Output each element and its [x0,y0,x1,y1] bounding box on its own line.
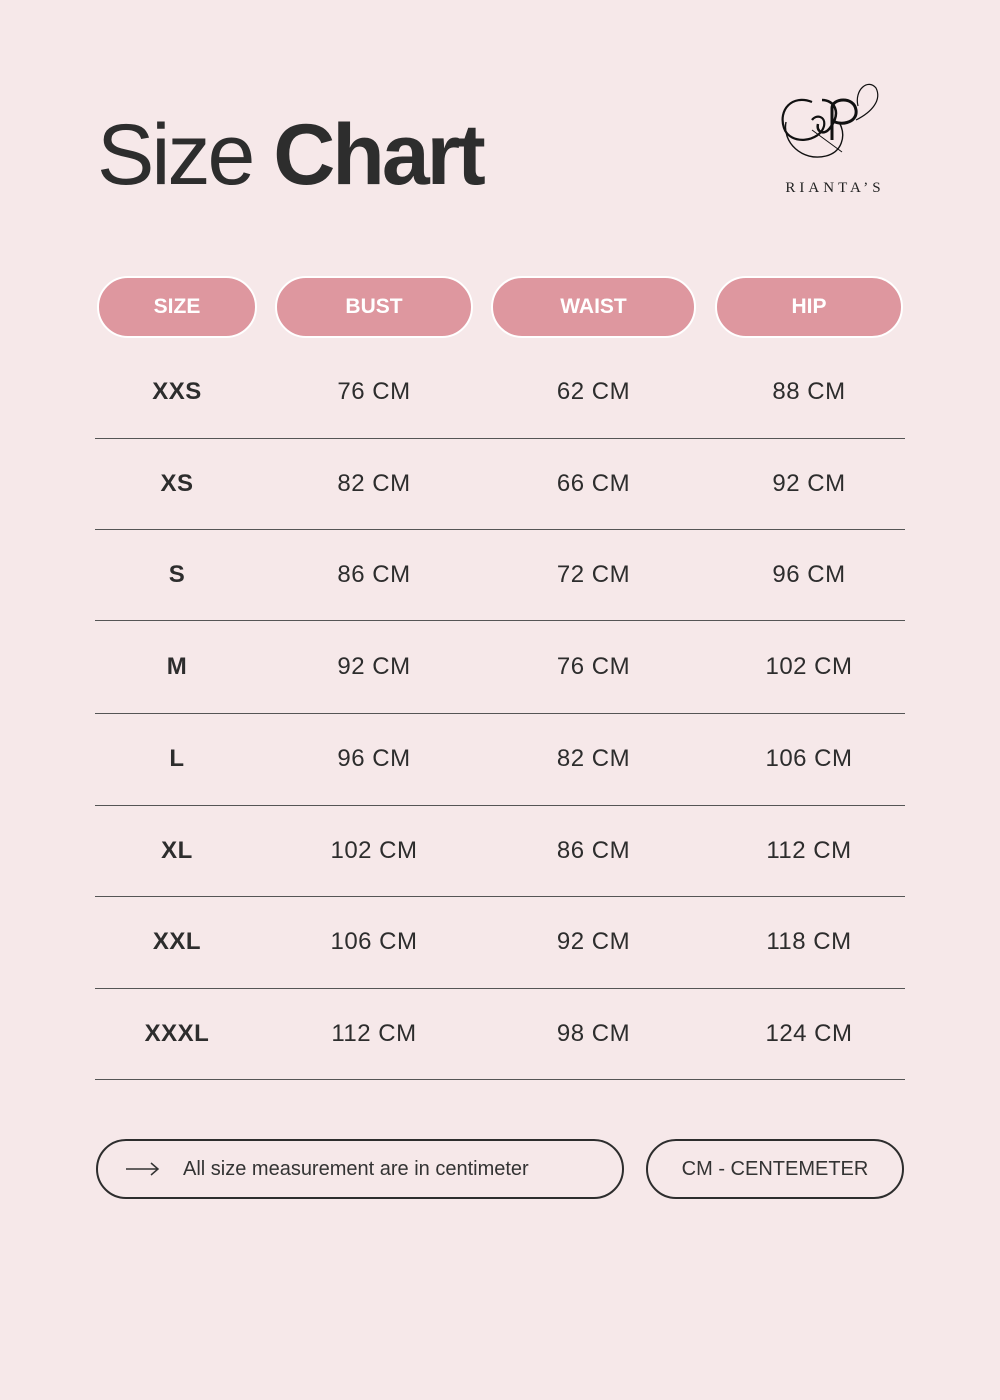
hip-cell: 124 CM [765,1019,853,1047]
waist-cell: 98 CM [556,1019,631,1047]
bust-cell: 86 CM [337,560,411,588]
monogram-icon [781,83,879,158]
waist-cell: 76 CM [556,652,631,680]
hip-cell: 92 CM [772,469,846,497]
bust-cell: 82 CM [337,469,411,497]
bust-cell: 76 CM [337,378,411,405]
column-header-bust: BUST [275,276,473,338]
arrow-right-icon [126,1162,160,1176]
size-cell: L [169,745,185,772]
bust-cell: 102 CM [330,836,418,864]
brand-name: RIANTA’S [785,180,885,196]
bust-cell: 96 CM [337,745,411,772]
table-row: S 86 CM 72 CM 96 CM [95,529,905,621]
hip-cell: 88 CM [772,378,846,405]
hip-cell: 106 CM [765,745,853,772]
column-header-waist: WAIST [491,276,696,338]
unit-badge: CM - CENTEMETER [646,1139,904,1199]
note-text: All size measurement are in centimeter [183,1157,529,1180]
table-row: XXXL 112 CM 98 CM 124 CM [95,988,905,1080]
size-cell: XXS [152,378,202,405]
unit-text: CM - CENTEMETER [681,1157,869,1180]
bust-cell: 112 CM [331,1019,417,1047]
column-header-size: SIZE [97,276,257,338]
table-row: M 92 CM 76 CM 102 CM [95,620,905,714]
table-row: XXS 76 CM 62 CM 88 CM [95,346,905,439]
hip-cell: 96 CM [772,560,846,588]
column-header-hip: HIP [715,276,903,338]
bust-cell: 92 CM [337,652,411,680]
size-cell: XS [160,469,194,497]
waist-cell: 92 CM [556,928,631,955]
measurement-note: All size measurement are in centimeter [96,1139,624,1199]
table-row: L 96 CM 82 CM 106 CM [95,713,905,806]
size-cell: S [168,560,186,588]
waist-cell: 62 CM [556,378,631,405]
hip-cell: 118 CM [766,928,852,955]
waist-cell: 86 CM [556,836,631,864]
waist-cell: 66 CM [556,469,631,497]
page-title: Size Chart [97,107,486,203]
table-row: XL 102 CM 86 CM 112 CM [95,805,905,897]
table-row: XXL 106 CM 92 CM 118 CM [95,896,905,989]
size-cell: XXXL [144,1019,210,1047]
waist-cell: 72 CM [556,560,631,588]
size-cell: M [166,652,188,680]
size-cell: XXL [152,928,202,955]
brand-logo: RIANTA’S [772,80,902,205]
hip-cell: 112 CM [766,836,852,864]
bust-cell: 106 CM [330,928,418,955]
waist-cell: 82 CM [556,745,631,772]
size-cell: XL [161,836,193,864]
hip-cell: 102 CM [765,652,853,680]
table-row: XS 82 CM 66 CM 92 CM [95,438,905,530]
